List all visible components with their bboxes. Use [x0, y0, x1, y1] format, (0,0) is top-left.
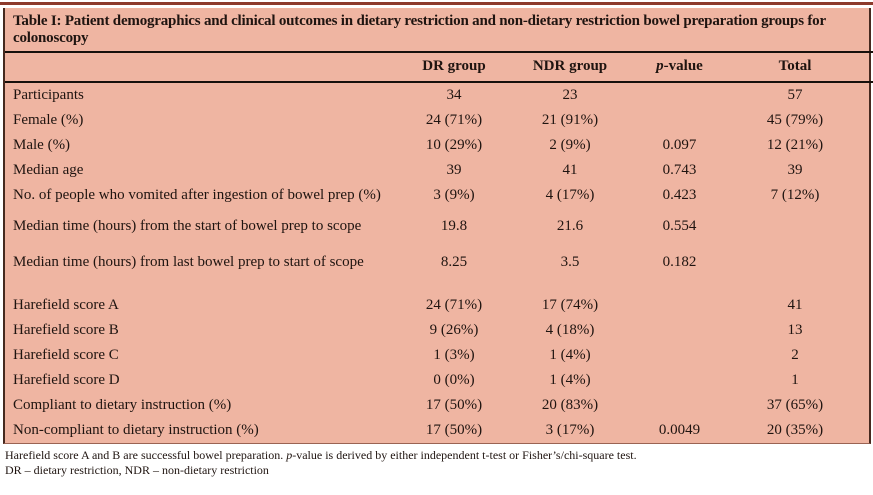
- row-label: Non-compliant to dietary instruction (%): [13, 422, 259, 438]
- total-value: 7 (12%): [770, 187, 820, 203]
- dr-value: 19.8: [440, 218, 468, 234]
- corner-header-cell: [5, 52, 393, 83]
- row-label: Median age: [13, 162, 84, 178]
- header-dr-group: DR group: [393, 52, 515, 83]
- footnotes: Harefield score A and B are successful b…: [0, 444, 873, 478]
- footnote-1: Harefield score A and B are successful b…: [5, 448, 869, 463]
- dr-value: 39: [446, 162, 462, 178]
- row-label: Median time (hours) from last bowel prep…: [13, 254, 364, 270]
- dr-value: 0 (0%): [433, 372, 475, 388]
- total-value: 41: [787, 297, 803, 313]
- dr-value: 17 (50%): [425, 422, 483, 438]
- row-label: No. of people who vomited after ingestio…: [13, 187, 381, 203]
- table-row: Male (%) 10 (29%) 2 (9%) 0.097 12 (21%): [5, 133, 873, 158]
- dr-value: 1 (3%): [433, 347, 475, 363]
- row-label: Male (%): [13, 137, 71, 153]
- p-value: 0.0049: [658, 422, 701, 438]
- total-value: 13: [787, 322, 803, 338]
- table-row: Non-compliant to dietary instruction (%)…: [5, 418, 873, 443]
- ndr-value: 4 (18%): [545, 322, 595, 338]
- ndr-value: 4 (17%): [545, 187, 595, 203]
- row-label: Participants: [13, 87, 84, 103]
- header-p-value: p-value: [625, 52, 734, 83]
- header-row: DR group NDR group p-value Total: [5, 52, 873, 83]
- row-label: Median time (hours) from the start of bo…: [13, 218, 362, 234]
- table-row: Median time (hours) from the start of bo…: [5, 208, 873, 244]
- p-value: 0.097: [662, 137, 697, 153]
- p-value: [625, 343, 734, 368]
- total-value: 37 (65%): [766, 397, 824, 413]
- dr-value: 17 (50%): [425, 397, 483, 413]
- p-rest: -value: [663, 58, 703, 74]
- p-value: [625, 293, 734, 318]
- total-value: 20 (35%): [766, 422, 824, 438]
- p-italic: p: [656, 58, 664, 74]
- p-value: 0.554: [662, 218, 697, 234]
- p-value: [625, 393, 734, 418]
- demographics-table: DR group NDR group p-value Total Partici…: [5, 51, 873, 443]
- table-row: Median age 39 41 0.743 39: [5, 158, 873, 183]
- table-header: DR group NDR group p-value Total: [5, 52, 873, 83]
- total-value: 1: [791, 372, 799, 388]
- row-label: Harefield score D: [13, 372, 120, 388]
- dr-value: 24 (71%): [425, 112, 483, 128]
- total-value: 39: [787, 162, 803, 178]
- table-row: Female (%) 24 (71%) 21 (91%) 45 (79%): [5, 108, 873, 133]
- ndr-value: 20 (83%): [541, 397, 599, 413]
- p-value: 0.423: [662, 187, 697, 203]
- total-value: 12 (21%): [766, 137, 824, 153]
- ndr-value: 41: [562, 162, 578, 178]
- table-row: Harefield score B 9 (26%) 4 (18%) 13: [5, 318, 873, 343]
- ndr-value: 21 (91%): [541, 112, 599, 128]
- p-value: [625, 368, 734, 393]
- table-row: Harefield score D 0 (0%) 1 (4%) 1: [5, 368, 873, 393]
- footnote-1-p-italic: p: [286, 448, 293, 462]
- dr-value: 8.25: [440, 254, 468, 270]
- header-total: Total: [734, 52, 873, 83]
- total-value: [734, 244, 873, 293]
- footnote-1-before: Harefield score A and B are successful b…: [5, 448, 287, 462]
- row-label: Harefield score B: [13, 322, 119, 338]
- row-label: Harefield score C: [13, 347, 119, 363]
- table-row: Harefield score C 1 (3%) 1 (4%) 2: [5, 343, 873, 368]
- dr-value: 24 (71%): [425, 297, 483, 313]
- ndr-value: 3 (17%): [545, 422, 595, 438]
- total-value: 45 (79%): [766, 112, 824, 128]
- table-row: Compliant to dietary instruction (%) 17 …: [5, 393, 873, 418]
- row-label: Compliant to dietary instruction (%): [13, 397, 232, 413]
- p-value: 0.743: [662, 162, 697, 178]
- table-row: Median time (hours) from last bowel prep…: [5, 244, 873, 293]
- row-label: Harefield score A: [13, 297, 119, 313]
- header-ndr-group: NDR group: [515, 52, 625, 83]
- table-row: Harefield score A 24 (71%) 17 (74%) 41: [5, 293, 873, 318]
- row-label: Female (%): [13, 112, 84, 128]
- ndr-value: 1 (4%): [549, 347, 591, 363]
- p-value: 0.182: [662, 254, 697, 270]
- total-value: 2: [791, 347, 799, 363]
- dr-value: 10 (29%): [425, 137, 483, 153]
- ndr-value: 1 (4%): [549, 372, 591, 388]
- p-value: [625, 318, 734, 343]
- total-value: 57: [787, 87, 803, 103]
- table-top-border: [0, 2, 873, 5]
- table-body: Participants 34 23 57 Female (%) 24 (71%…: [5, 82, 873, 443]
- dr-value: 3 (9%): [433, 187, 475, 203]
- footnote-2: DR – dietary restriction, NDR – non-diet…: [5, 463, 269, 477]
- table-row: No. of people who vomited after ingestio…: [5, 183, 873, 208]
- table-container: Table I: Patient demographics and clinic…: [3, 8, 873, 444]
- p-value: [625, 82, 734, 108]
- p-value: [625, 108, 734, 133]
- ndr-value: 21.6: [556, 218, 584, 234]
- table-title: Table I: Patient demographics and clinic…: [13, 13, 826, 46]
- table-row: Participants 34 23 57: [5, 82, 873, 108]
- ndr-value: 2 (9%): [549, 137, 591, 153]
- ndr-value: 3.5: [560, 254, 580, 270]
- dr-value: 34: [446, 87, 462, 103]
- ndr-value: 17 (74%): [541, 297, 599, 313]
- ndr-value: 23: [562, 87, 578, 103]
- footnote-1-after: -value is derived by either independent …: [292, 448, 637, 462]
- total-value: [734, 208, 873, 244]
- dr-value: 9 (26%): [429, 322, 479, 338]
